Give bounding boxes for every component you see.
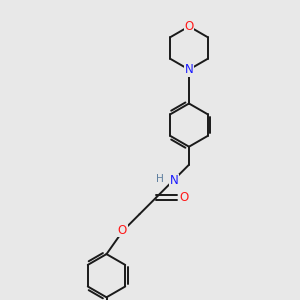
Text: O: O [184,20,194,33]
Text: N: N [169,174,178,187]
Text: N: N [184,63,194,76]
Text: O: O [179,191,188,204]
Text: H: H [156,174,164,184]
Text: O: O [118,224,127,237]
